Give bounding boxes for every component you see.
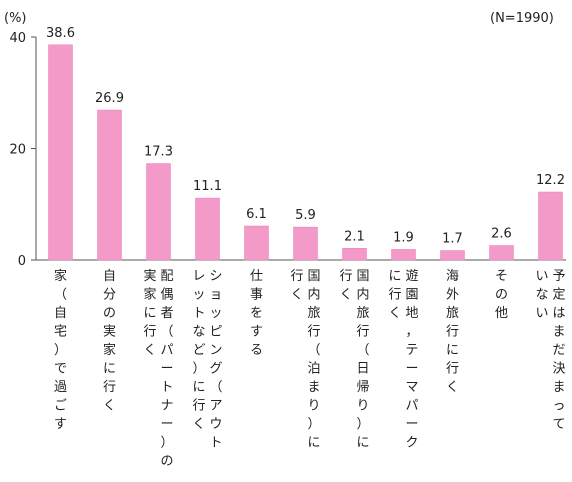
category-label: に行く: [388, 269, 401, 321]
category-label: 行く: [290, 269, 303, 303]
bar: [48, 44, 73, 261]
category-label: 行く: [339, 269, 352, 303]
category-label: 遊園地，テーマパーク: [405, 269, 418, 451]
axes: 0 20 40: [9, 31, 566, 269]
category-label: レットなど）に行く: [192, 269, 205, 432]
category-label: いない: [535, 269, 548, 321]
category-label: 仕事をする: [250, 269, 263, 358]
value-label: 5.9: [295, 208, 316, 223]
value-label: 11.1: [193, 179, 222, 194]
sample-size-note: (N=1990): [490, 11, 554, 26]
category-label: 国内旅行（泊まり）に: [307, 269, 320, 451]
category-label: 配偶者（パートナー）の: [160, 269, 173, 469]
bar: [195, 197, 220, 261]
category-label: その他: [495, 269, 508, 321]
value-label: 1.7: [442, 232, 463, 247]
category-labels: 家（自宅）で過ごす 自分の実家に行く 配偶者（パートナー）の実家に行く ショッピング（…: [54, 268, 566, 469]
category-label: 実家に行く: [143, 268, 156, 358]
y-tick-label: 20: [9, 143, 26, 158]
bar: [440, 250, 465, 261]
category-label: 国内旅行（日帰り）に: [356, 269, 369, 451]
value-label: 6.1: [246, 207, 267, 222]
y-tick-label: 0: [18, 254, 26, 269]
bar: [342, 248, 367, 261]
value-label: 2.6: [491, 227, 512, 242]
bar: [293, 226, 318, 261]
value-label: 1.9: [393, 230, 414, 245]
category-label: ショッピング（アウト: [209, 269, 222, 451]
bar: [244, 225, 269, 261]
value-label: 17.3: [144, 145, 173, 160]
category-label: 海外旅行に行く: [446, 269, 459, 395]
value-label: 2.1: [344, 229, 365, 244]
bar: [97, 109, 122, 261]
category-label: 家（自宅）で過ごす: [54, 268, 67, 432]
bar: [489, 245, 514, 261]
value-label: 26.9: [95, 91, 124, 106]
y-tick-label: 40: [9, 31, 26, 46]
unit-label: (%): [4, 11, 27, 26]
category-label: 自分の実家に行く: [103, 269, 116, 414]
bars: [48, 44, 563, 261]
value-label: 12.2: [536, 173, 565, 188]
value-label: 38.6: [46, 26, 75, 41]
bar: [538, 191, 563, 261]
bar: [391, 249, 416, 261]
category-label: 予定はまだ決まって: [552, 269, 565, 432]
value-labels: 38.6 26.9 17.3 11.1 6.1 5.9 2.1 1.9 1.7 2.6 12.2: [46, 26, 565, 247]
bar: [146, 163, 171, 261]
